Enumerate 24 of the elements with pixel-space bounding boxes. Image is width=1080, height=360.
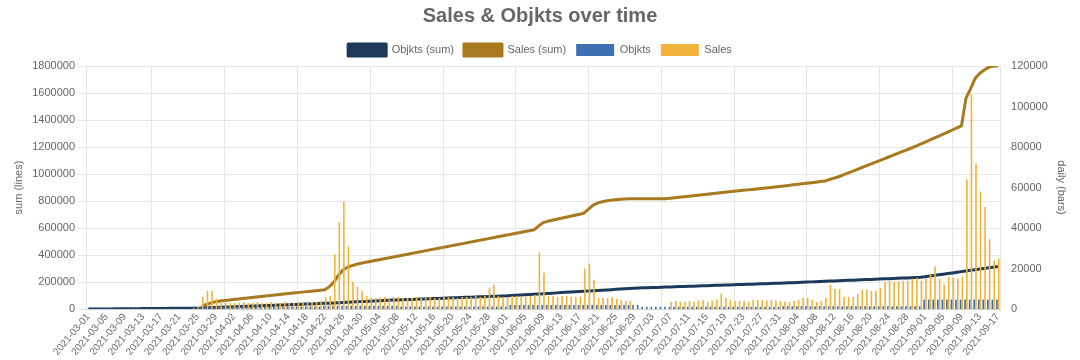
y2-tick-label: 60000 <box>1011 180 1042 193</box>
y2-axis-title: daily (bars) <box>1056 160 1069 215</box>
y2-tick-label: 40000 <box>1011 221 1042 234</box>
y-tick-label: 800000 <box>38 194 76 207</box>
y-tick-label: 1600000 <box>32 86 76 99</box>
y2-tick-label: 80000 <box>1011 140 1042 153</box>
y-tick-label: 600000 <box>38 221 76 234</box>
legend-label: Sales (sum) <box>507 43 567 56</box>
y-axis-title: sum (lines) <box>11 160 24 215</box>
legend-label: Objkts <box>619 43 652 56</box>
y-tick-label: 1800000 <box>32 59 76 72</box>
y-tick-label: 1400000 <box>32 113 76 126</box>
y2-tick-label: 120000 <box>1011 59 1048 72</box>
y-tick-label: 200000 <box>38 275 76 288</box>
y2-tick-label: 20000 <box>1011 261 1042 274</box>
y-tick-label: 1200000 <box>32 140 76 153</box>
y2-tick-label: 100000 <box>1011 99 1048 112</box>
y-tick-label: 1000000 <box>32 167 76 180</box>
y2-tick-label: 0 <box>1011 302 1018 315</box>
chart-title: Sales & Objkts over time <box>422 3 658 26</box>
y-tick-label: 400000 <box>38 248 76 261</box>
legend-label: Sales <box>704 43 733 56</box>
y-tick-label: 0 <box>68 302 76 315</box>
legend-label: Objkts (sum) <box>391 43 454 56</box>
